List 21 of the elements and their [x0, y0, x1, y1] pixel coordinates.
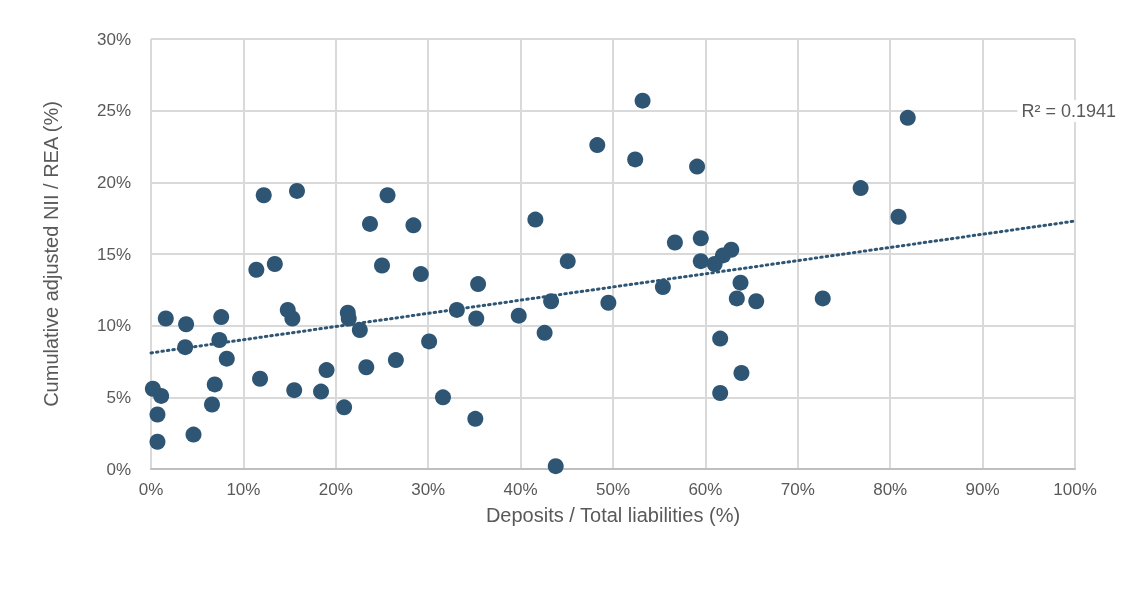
x-tick-label: 60%: [688, 480, 723, 499]
y-tick-label: 20%: [96, 172, 131, 192]
y-tick-label: 0%: [106, 459, 131, 479]
x-tick-label: 50%: [595, 480, 631, 499]
x-tick-label: 40%: [503, 480, 538, 499]
y-tick-label: 25%: [96, 101, 131, 121]
x-tick-label: 10%: [226, 480, 261, 499]
annotation: R² = 0.1941: [1021, 101, 1116, 121]
y-tick-label: 15%: [96, 244, 131, 264]
y-tick-label: 10%: [96, 316, 131, 336]
x-tick-label: 70%: [780, 480, 815, 499]
x-tick-label: 100%: [1053, 480, 1097, 499]
y-tick-label: 30%: [96, 29, 131, 49]
x-tick-label: 20%: [318, 480, 353, 499]
x-axis-title: Deposits / Total liabilities (%): [485, 504, 741, 526]
x-tick-label: 0%: [138, 480, 164, 499]
x-tick-label: 80%: [873, 480, 908, 499]
y-axis-title: Cumulative adjusted NII / REA (%): [40, 101, 62, 407]
x-tick-label: 30%: [411, 480, 446, 499]
x-tick-label: 90%: [965, 480, 1000, 499]
y-tick-label: 5%: [106, 387, 131, 407]
